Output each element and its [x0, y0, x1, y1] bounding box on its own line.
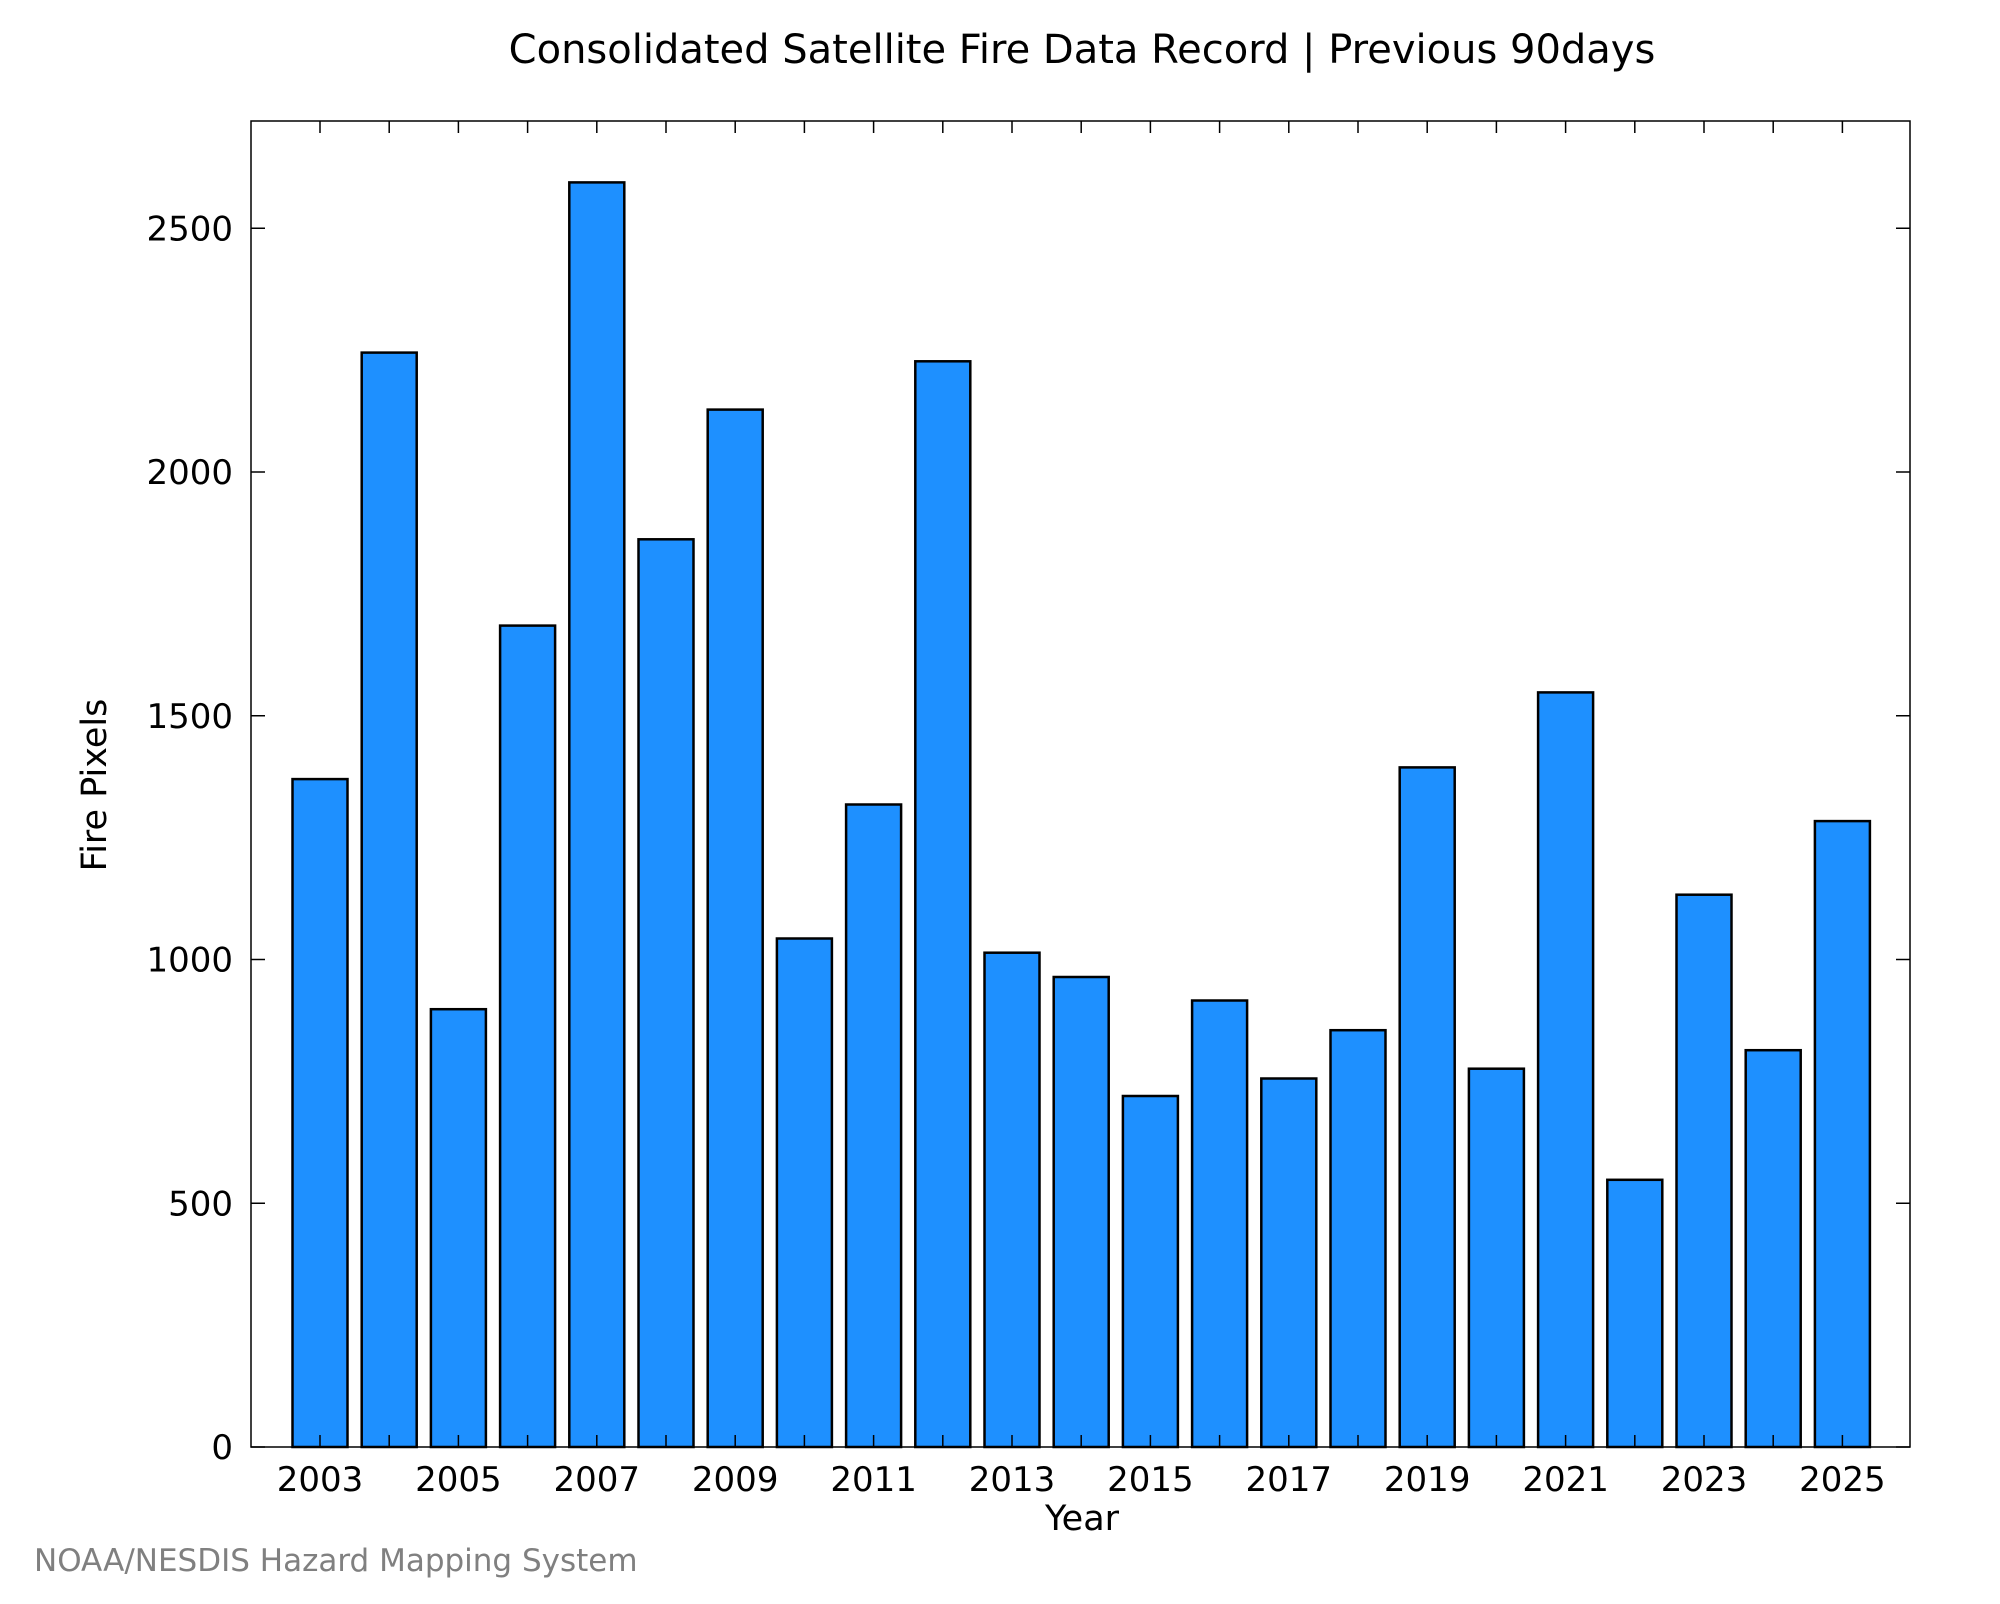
bar-2011 [844, 803, 903, 1449]
footer-credit: NOAA/NESDIS Hazard Mapping System [34, 1543, 638, 1579]
bar-2024 [1744, 1048, 1802, 1449]
bar-2021 [1536, 691, 1595, 1449]
y-tick-label-2000: 2000 [146, 453, 233, 493]
y-tick-label-500: 500 [168, 1184, 233, 1224]
y-axis-label: Fire Pixels [75, 699, 115, 872]
y-tick-label-1500: 1500 [146, 697, 233, 737]
bar-2019 [1398, 766, 1456, 1449]
bar-2003 [291, 777, 349, 1449]
bar-2025 [1813, 819, 1872, 1449]
x-tick-label-2003: 2003 [277, 1460, 364, 1500]
bar-2015 [1121, 1094, 1180, 1449]
plot-frame [250, 120, 1911, 1448]
x-tick-label-2025: 2025 [1799, 1460, 1886, 1500]
bar-2017 [1260, 1077, 1318, 1449]
x-tick-label-2005: 2005 [415, 1460, 502, 1500]
bar-2004 [360, 351, 418, 1449]
bar-2013 [983, 951, 1041, 1449]
x-tick-label-2017: 2017 [1246, 1460, 1333, 1500]
x-tick-label-2021: 2021 [1522, 1460, 1609, 1500]
bar-2006 [498, 624, 557, 1449]
bar-2007 [568, 181, 626, 1449]
bar-2023 [1675, 893, 1733, 1449]
bar-2012 [914, 360, 972, 1449]
plot-area: 0 500 1000 1500 2000 2500 2003 2005 2007 2009 2011… [146, 121, 1910, 1500]
x-tick-label-2023: 2023 [1661, 1460, 1748, 1500]
x-tick-label-2015: 2015 [1107, 1460, 1194, 1500]
bar-2018 [1329, 1028, 1387, 1449]
bar-2014 [1052, 975, 1110, 1449]
y-tick-label-0: 0 [211, 1428, 233, 1468]
bar-2022 [1606, 1178, 1664, 1449]
bar-2005 [429, 1007, 488, 1449]
bar-2010 [775, 937, 834, 1449]
y-tick-label-2500: 2500 [146, 209, 233, 249]
x-tick-label-2007: 2007 [554, 1460, 641, 1500]
bar-2008 [637, 538, 695, 1449]
x-tick-label-2013: 2013 [969, 1460, 1056, 1500]
bar-2009 [706, 408, 764, 1449]
x-tick-label-2009: 2009 [692, 1460, 779, 1500]
bar-2016 [1190, 999, 1249, 1449]
x-tick-label-2011: 2011 [830, 1460, 917, 1500]
x-tick-label-2019: 2019 [1384, 1460, 1471, 1500]
x-axis-label: Year [1044, 1499, 1120, 1539]
chart-title: Consolidated Satellite Fire Data Record … [509, 27, 1656, 73]
y-tick-label-1000: 1000 [146, 941, 233, 981]
bar-2020 [1467, 1067, 1526, 1449]
